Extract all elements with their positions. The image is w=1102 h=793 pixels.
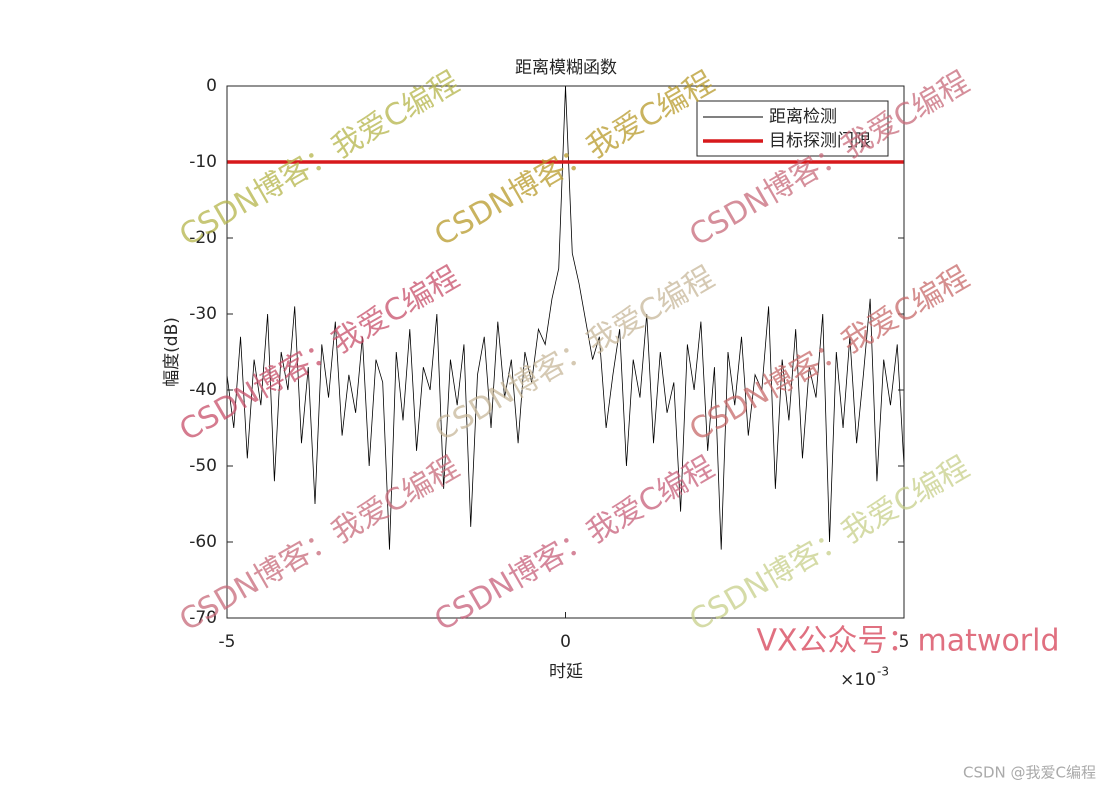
y-axis-label: 幅度(dB): [162, 317, 182, 387]
contact-watermark: VX公众号：matworld: [756, 624, 1059, 659]
y-tick-label: 0: [206, 76, 217, 96]
legend-label: 目标探测门限: [769, 131, 871, 151]
y-tick-label: -20: [189, 228, 217, 248]
x-exponent: -3: [877, 665, 889, 679]
plot-border: [226, 85, 905, 619]
y-tick-label: -60: [189, 532, 217, 552]
x-axis-label: 时延: [549, 662, 583, 682]
x-tick-label: 0: [560, 632, 571, 652]
legend-box: [696, 100, 889, 157]
chart-title: 距离模糊函数: [515, 58, 617, 78]
y-tick-label: -30: [189, 304, 217, 324]
x-tick-label: 5: [899, 632, 910, 652]
y-tick-label: -50: [189, 456, 217, 476]
y-tick-label: -70: [189, 608, 217, 628]
y-tick-label: -40: [189, 380, 217, 400]
x-multiplier: ×10: [840, 670, 876, 690]
plot-area: [227, 86, 904, 618]
y-tick-label: -10: [189, 152, 217, 172]
credit: CSDN @我爱C编程: [963, 764, 1096, 782]
x-tick-label: -5: [219, 632, 236, 652]
legend-label: 距离检测: [769, 107, 837, 127]
